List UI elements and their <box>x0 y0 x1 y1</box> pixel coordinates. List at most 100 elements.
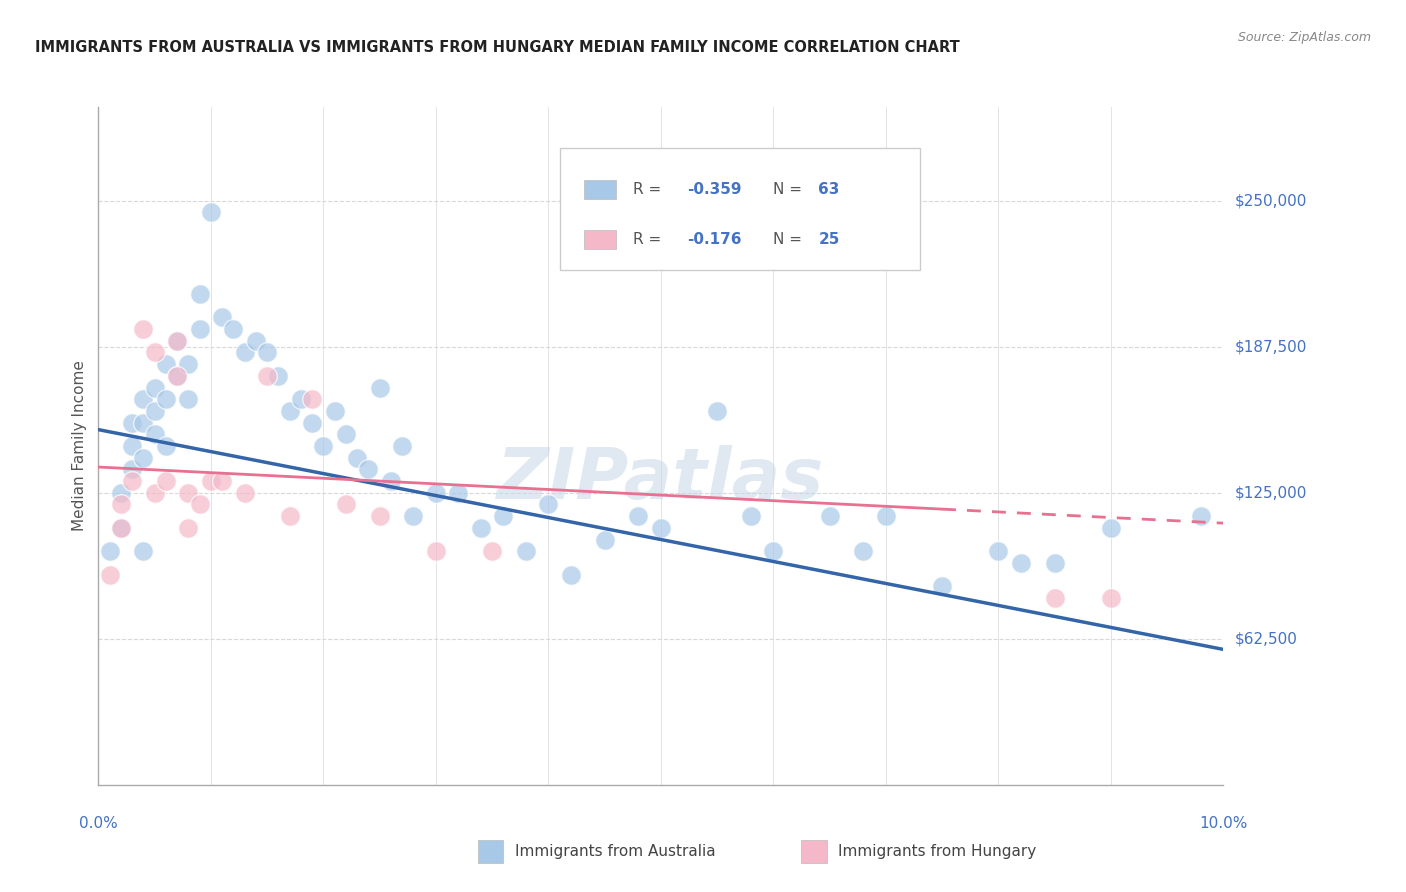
Point <box>357 462 380 476</box>
Point <box>762 544 785 558</box>
Point <box>177 485 200 500</box>
Point <box>245 334 267 348</box>
Text: $125,000: $125,000 <box>1234 485 1306 500</box>
Point <box>301 392 323 407</box>
Point <box>200 205 222 219</box>
Point <box>177 357 200 371</box>
Y-axis label: Median Family Income: Median Family Income <box>72 360 87 532</box>
Point <box>931 579 953 593</box>
Point <box>155 392 177 407</box>
Point <box>368 380 391 394</box>
Point <box>233 485 256 500</box>
Text: Immigrants from Hungary: Immigrants from Hungary <box>838 845 1036 859</box>
Point <box>177 521 200 535</box>
Point <box>132 544 155 558</box>
Point <box>233 345 256 359</box>
Point <box>335 427 357 442</box>
Point <box>132 322 155 336</box>
Point <box>1099 521 1122 535</box>
Text: 63: 63 <box>818 182 839 197</box>
Text: R =: R = <box>633 182 666 197</box>
Point <box>1099 591 1122 605</box>
Point <box>188 498 211 512</box>
Point <box>852 544 875 558</box>
Text: -0.359: -0.359 <box>686 182 741 197</box>
Point <box>301 416 323 430</box>
Text: $62,500: $62,500 <box>1234 632 1298 647</box>
Text: 10.0%: 10.0% <box>1199 815 1247 830</box>
Point <box>515 544 537 558</box>
Point <box>132 392 155 407</box>
Point <box>278 509 301 524</box>
Point <box>155 474 177 488</box>
Point <box>188 322 211 336</box>
Point <box>166 368 188 383</box>
Point <box>323 404 346 418</box>
Point <box>98 567 121 582</box>
Point <box>875 509 897 524</box>
Text: 0.0%: 0.0% <box>79 815 118 830</box>
Point <box>593 533 616 547</box>
Point <box>166 334 188 348</box>
Point <box>143 485 166 500</box>
Point <box>143 345 166 359</box>
Point <box>110 485 132 500</box>
Text: Source: ZipAtlas.com: Source: ZipAtlas.com <box>1237 31 1371 45</box>
Point <box>402 509 425 524</box>
Point <box>110 498 132 512</box>
Point <box>121 439 143 453</box>
Point <box>188 287 211 301</box>
Point <box>143 404 166 418</box>
Point <box>492 509 515 524</box>
Point <box>256 368 278 383</box>
Text: $187,500: $187,500 <box>1234 339 1306 354</box>
Point <box>267 368 290 383</box>
Text: 25: 25 <box>818 232 839 246</box>
Point <box>211 310 233 325</box>
Point <box>447 485 470 500</box>
FancyBboxPatch shape <box>560 148 920 269</box>
Point <box>155 439 177 453</box>
Point <box>706 404 728 418</box>
Text: N =: N = <box>773 182 807 197</box>
Point <box>380 474 402 488</box>
Point <box>1043 591 1066 605</box>
Point <box>143 427 166 442</box>
Point <box>650 521 672 535</box>
Point <box>312 439 335 453</box>
Point <box>560 567 582 582</box>
Point <box>537 498 560 512</box>
Point <box>166 368 188 383</box>
FancyBboxPatch shape <box>585 179 616 199</box>
Point <box>155 357 177 371</box>
Point <box>1043 556 1066 570</box>
Point <box>335 498 357 512</box>
Text: R =: R = <box>633 232 666 246</box>
Point <box>368 509 391 524</box>
Point <box>740 509 762 524</box>
Text: N =: N = <box>773 232 807 246</box>
Point <box>211 474 233 488</box>
Point <box>278 404 301 418</box>
Point <box>425 485 447 500</box>
Text: ZIPatlas: ZIPatlas <box>498 445 824 515</box>
Point <box>425 544 447 558</box>
FancyBboxPatch shape <box>585 229 616 249</box>
Point <box>470 521 492 535</box>
Point <box>256 345 278 359</box>
Point <box>143 380 166 394</box>
Point <box>818 509 841 524</box>
Point <box>132 450 155 465</box>
Point <box>391 439 413 453</box>
Point <box>481 544 503 558</box>
Point <box>132 416 155 430</box>
Point <box>1189 509 1212 524</box>
Text: -0.176: -0.176 <box>686 232 741 246</box>
Point <box>121 474 143 488</box>
Point <box>627 509 650 524</box>
Text: $250,000: $250,000 <box>1234 193 1306 208</box>
Point <box>290 392 312 407</box>
Point <box>98 544 121 558</box>
Point <box>222 322 245 336</box>
Point <box>987 544 1010 558</box>
